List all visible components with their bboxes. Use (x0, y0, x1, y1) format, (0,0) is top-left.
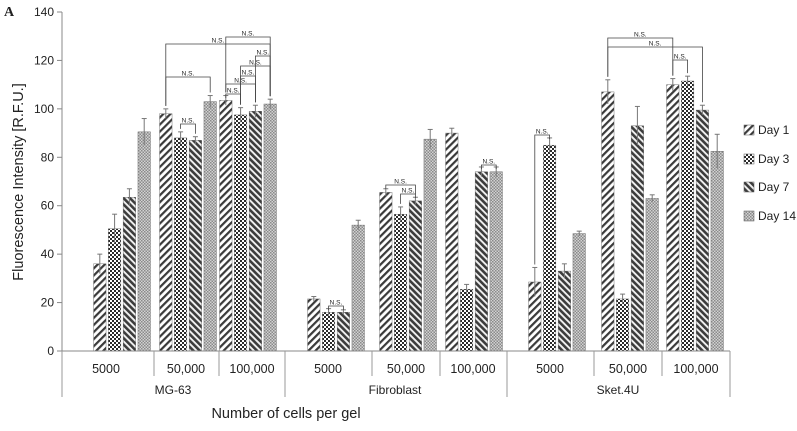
ns-label: N.S. (242, 70, 255, 77)
bar (557, 270, 571, 352)
bar (572, 233, 586, 352)
bar (108, 228, 122, 352)
panel-label: A (4, 5, 15, 20)
bar (423, 138, 437, 352)
bar (394, 213, 408, 352)
y-tick-label: 0 (47, 344, 54, 358)
bar (601, 91, 615, 352)
bar (93, 263, 107, 352)
bar (307, 298, 321, 352)
ns-bracket (328, 305, 344, 310)
ns-bracket (165, 76, 211, 106)
ns-label: N.S. (649, 41, 662, 48)
ns-label: N.S. (227, 88, 240, 95)
bar (234, 114, 248, 352)
bar (489, 171, 503, 352)
category-label: 5000 (314, 362, 342, 376)
ns-bracket (607, 37, 674, 77)
bar (263, 103, 277, 352)
bar (159, 113, 173, 352)
bar (137, 131, 151, 352)
bar (460, 289, 474, 352)
bar (666, 84, 680, 352)
plot-area (93, 75, 724, 352)
ns-label: N.S. (394, 179, 407, 186)
bar (681, 80, 695, 352)
group-label: MG-63 (155, 383, 192, 397)
ns-bracket (385, 184, 416, 195)
ns-bracket (534, 134, 550, 265)
x-axis: 5000 50,000 100,000 MG-63 5000 50,000 100,000 F… (61, 350, 731, 397)
bar (616, 298, 630, 352)
bar (474, 171, 488, 352)
ns-label: N.S. (212, 38, 225, 45)
legend-swatch (743, 181, 755, 193)
ns-label: N.S. (402, 188, 415, 195)
category-label: 100,000 (450, 362, 495, 376)
legend-label: Day 3 (758, 152, 790, 166)
significance-annotations: N.S.N.S.N.S.N.S.N.S.N.S.N.S.N.S.N.S.N.S.… (165, 31, 703, 310)
ns-label: N.S. (634, 32, 647, 39)
bar (543, 144, 557, 352)
bar (351, 224, 365, 352)
ns-bracket (481, 164, 497, 169)
category-label: 5000 (92, 362, 120, 376)
ns-label: N.S. (674, 54, 687, 61)
legend-label: Day 7 (758, 180, 790, 194)
y-axis-title: Fluorescence Intensity [R.F.U.] (11, 83, 27, 280)
bar (322, 312, 336, 352)
bar (710, 151, 724, 352)
category-label: 100,000 (673, 362, 718, 376)
category-label: 100,000 (229, 362, 274, 376)
y-tick-label: 100 (34, 102, 54, 116)
bar (379, 192, 393, 352)
y-tick-label: 40 (41, 247, 55, 261)
group-label: Fibroblast (369, 383, 422, 397)
ns-label: N.S. (182, 118, 195, 125)
bar (630, 125, 644, 352)
legend-label: Day 1 (758, 123, 790, 137)
legend-swatch (743, 210, 755, 222)
ns-label: N.S. (256, 50, 269, 57)
legend-swatch (743, 124, 755, 136)
bar (445, 132, 459, 352)
ns-bracket (400, 193, 416, 204)
bar (219, 100, 233, 352)
category-label: 5000 (536, 362, 564, 376)
y-tick-label: 120 (34, 53, 54, 67)
category-label: 50,000 (609, 362, 647, 376)
y-tick-label: 80 (41, 150, 55, 164)
y-tick-label: 20 (41, 296, 55, 310)
legend-swatch (743, 153, 755, 165)
bar (408, 200, 422, 352)
ns-label: N.S. (330, 300, 343, 307)
legend-label: Day 14 (758, 209, 796, 223)
ns-label: N.S. (536, 129, 549, 136)
category-label: 50,000 (387, 362, 425, 376)
bar (336, 312, 350, 352)
ns-bracket (672, 59, 688, 76)
ns-bracket (180, 123, 196, 134)
ns-label: N.S. (482, 159, 495, 166)
ns-label: N.S. (182, 71, 195, 78)
bar (174, 137, 188, 352)
ns-bracket (255, 55, 271, 103)
y-axis: 0 20 40 60 80 100 120 140 (34, 5, 63, 358)
ns-label: N.S. (242, 31, 255, 38)
y-tick-label: 60 (41, 199, 55, 213)
group-label: Sket.4U (597, 383, 640, 397)
category-label: 50,000 (167, 362, 205, 376)
y-tick-label: 140 (34, 5, 54, 19)
bar (188, 140, 202, 352)
x-axis-title: Number of cells per gel (211, 406, 360, 422)
legend: Day 1 Day 3 Day 7 Day 14 (743, 123, 796, 223)
bar (203, 101, 217, 352)
bar (695, 109, 709, 352)
bar (248, 111, 262, 352)
bar (122, 197, 136, 352)
bar (645, 198, 659, 352)
